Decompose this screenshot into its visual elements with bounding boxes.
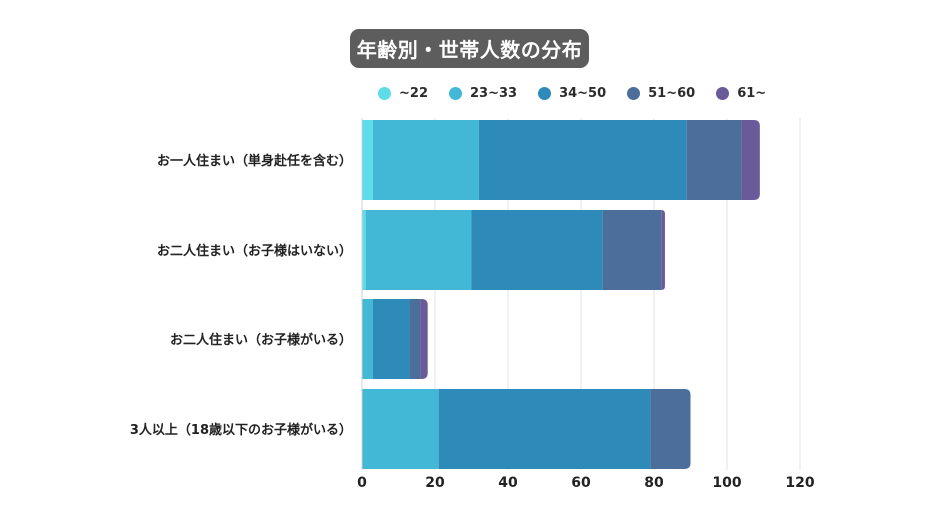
- legend-item-2: 34~50: [538, 86, 606, 101]
- legend-label-2: 34~50: [559, 86, 607, 101]
- legend-item-3: 51~60: [627, 86, 695, 101]
- bar-3-2: [438, 389, 651, 469]
- x-tick-label-2: 40: [498, 475, 518, 491]
- legend-swatch-1: [448, 87, 462, 100]
- legend-label-4: 61~: [737, 86, 767, 101]
- bar-1-4: [661, 210, 665, 290]
- x-tick-label-1: 20: [425, 475, 445, 491]
- x-tick-label-3: 60: [571, 475, 591, 491]
- legend-label-0: ~22: [399, 86, 428, 101]
- bar-2-4: [420, 299, 428, 379]
- bar-2-1: [362, 299, 373, 379]
- bar-0-3: [686, 120, 742, 200]
- bar-1-1: [365, 210, 472, 290]
- category-label-2: お二人住まい（お子様がいる）: [170, 332, 352, 348]
- bars: [362, 120, 760, 469]
- axes: お一人住まい（単身赴任を含む） お二人住まい（お子様はいない） お二人住まい（お子様…: [130, 118, 815, 491]
- x-tick-label-6: 120: [785, 475, 814, 491]
- bar-1-2: [471, 210, 603, 290]
- legend-swatch-3: [627, 87, 641, 100]
- x-tick-label-0: 0: [357, 475, 367, 491]
- legend-label-1: 23~33: [469, 86, 518, 101]
- x-tick-label-4: 80: [644, 475, 664, 491]
- category-label-1: お二人住まい（お子様はいない）: [157, 243, 352, 259]
- legend-item-1: 23~33: [448, 86, 518, 101]
- bar-0-1: [372, 120, 479, 200]
- legend-item-4: 61~: [716, 86, 766, 101]
- legend-swatch-2: [538, 87, 552, 100]
- bar-2-2: [372, 299, 410, 379]
- chart-legend: ~22 23~33 34~50 51~60 61~: [378, 86, 787, 101]
- category-label-0: お一人住まい（単身赴任を含む）: [157, 153, 352, 169]
- legend-swatch-0: [378, 87, 391, 100]
- chart-title: 年齢別・世帯人数の分布: [350, 29, 589, 68]
- bar-2-3: [409, 299, 421, 379]
- bar-0-0: [362, 120, 373, 200]
- bar-0-4: [741, 120, 760, 200]
- bar-1-0: [362, 210, 366, 290]
- bar-1-3: [602, 210, 662, 290]
- category-label-3: 3人以上（18歳以下のお子様がいる）: [130, 422, 352, 438]
- legend-label-3: 51~60: [648, 86, 696, 101]
- bar-3-1: [362, 389, 439, 469]
- legend-item-0: ~22: [378, 86, 428, 101]
- legend-swatch-4: [716, 87, 730, 100]
- bar-0-2: [478, 120, 687, 200]
- bar-3-3: [650, 389, 691, 469]
- x-tick-label-5: 100: [712, 475, 741, 491]
